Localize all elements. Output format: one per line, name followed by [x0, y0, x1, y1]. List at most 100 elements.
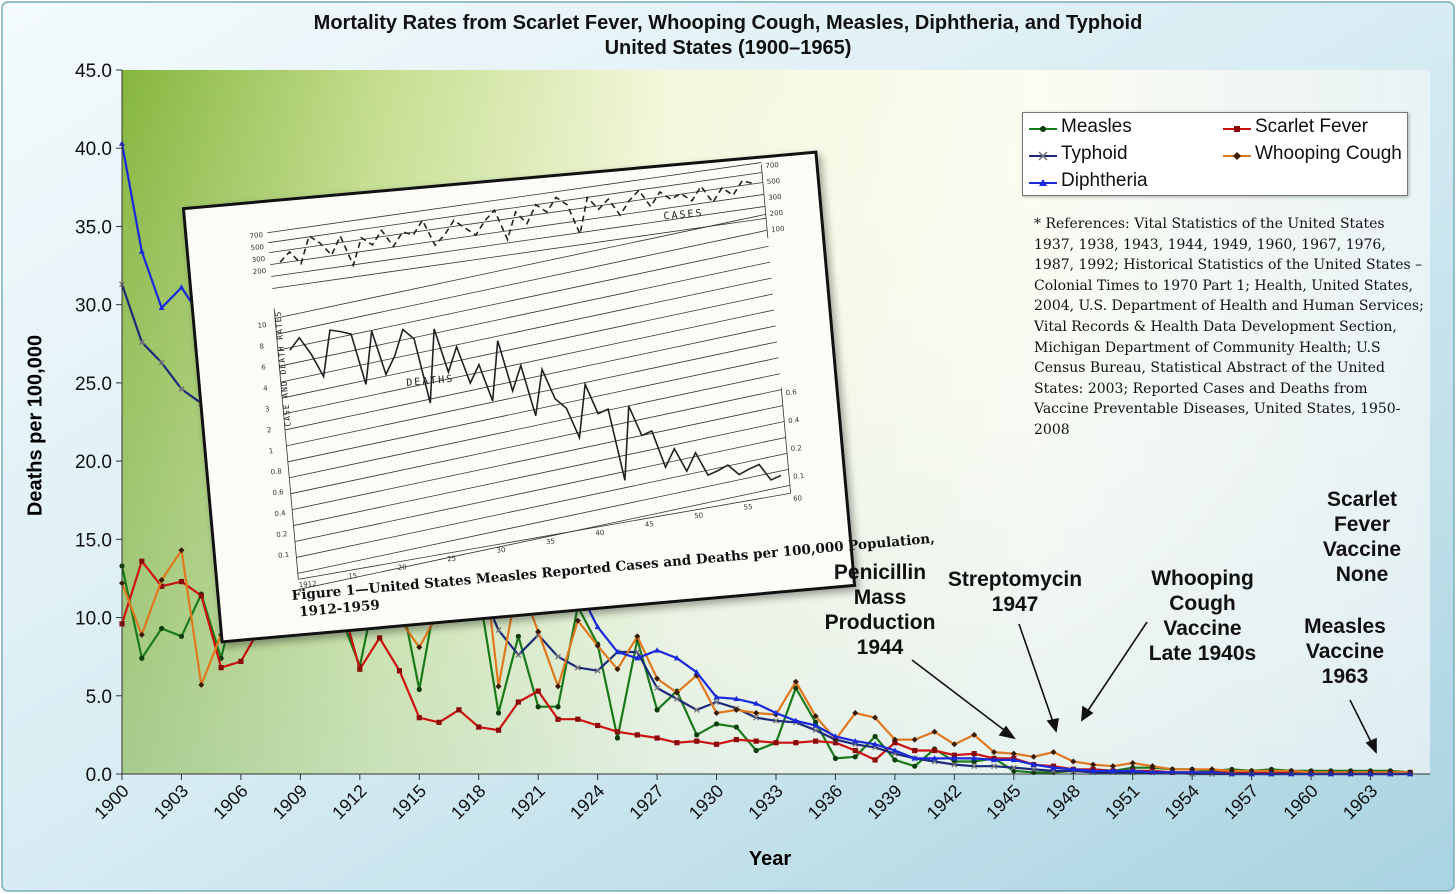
data-point: [1010, 756, 1017, 763]
inset-grid-line: [290, 389, 782, 495]
data-point: [139, 558, 145, 564]
data-point: [634, 732, 640, 738]
data-point: [733, 724, 739, 730]
annotation-whooping-line2: Cough: [1169, 592, 1236, 615]
data-point: [713, 741, 720, 747]
y-tick-label: 40.0: [75, 139, 112, 160]
data-point: [594, 623, 601, 630]
legend-label-diphtheria: Diphtheria: [1061, 170, 1148, 191]
inset-right-tick: 200: [769, 209, 783, 218]
annotation-measles-vaccine: Measles Vaccine 1963: [1285, 614, 1405, 689]
inset-x-tick: 40: [595, 529, 605, 538]
data-point: [773, 717, 779, 724]
inset-grid-line: [276, 229, 768, 335]
inset-grid-line: [294, 437, 786, 542]
data-point: [733, 695, 740, 702]
data-point: [158, 577, 165, 584]
inset-x-tick: 1912: [299, 580, 317, 590]
data-point: [198, 593, 204, 599]
annotation-penicillin: Penicillin Mass Production 1944: [800, 560, 960, 660]
data-point: [733, 706, 740, 713]
data-point: [892, 740, 898, 746]
data-point: [1109, 763, 1116, 770]
data-point: [515, 652, 522, 659]
data-point: [555, 683, 561, 690]
data-point: [793, 740, 799, 746]
arrow-whooping: [1086, 621, 1148, 713]
data-point: [832, 755, 839, 761]
data-point: [693, 706, 700, 713]
data-point: [773, 709, 779, 716]
data-point: [694, 732, 700, 738]
arrow-streptomycin: [1018, 623, 1054, 723]
inset-grid-line: [289, 373, 781, 479]
inset-grid-line: [284, 325, 776, 431]
annotation-whooping-cough-vaccine: Whooping Cough Vaccine Late 1940s: [1130, 566, 1275, 666]
data-point: [1090, 767, 1097, 774]
data-point: [634, 655, 641, 661]
data-point: [832, 740, 839, 746]
inset-right-tick: 0.6: [785, 388, 797, 397]
legend-marker-typhoid: [1029, 151, 1057, 161]
arrow-measles: [1349, 699, 1373, 745]
inset-x-tick: 50: [694, 512, 704, 521]
data-point: [991, 763, 997, 770]
data-point: [594, 667, 601, 674]
inset-left-tick: 200: [252, 267, 266, 276]
data-point: [1129, 767, 1136, 774]
data-point: [159, 583, 165, 589]
inset-grid-line: [293, 421, 785, 526]
inset-grid-line: [297, 468, 789, 574]
data-point: [911, 755, 918, 761]
data-point: [238, 658, 244, 664]
data-point: [515, 633, 521, 639]
data-point: [931, 755, 938, 761]
data-point: [535, 704, 541, 710]
inset-axis-left: [273, 308, 299, 580]
inset-grid-line: [292, 405, 783, 511]
inset-grid-line: [279, 261, 771, 367]
data-point: [614, 666, 621, 673]
data-point: [971, 731, 978, 738]
data-point: [971, 763, 978, 770]
inset-x-tick: 35: [546, 537, 556, 546]
annotation-streptomycin: Streptomycin 1947: [930, 567, 1100, 617]
data-point: [574, 664, 581, 671]
data-point: [634, 633, 641, 640]
legend-label-typhoid: Typhoid: [1061, 143, 1128, 164]
inset-y-label: CASE AND DEATH RATES: [273, 310, 292, 427]
data-point: [872, 714, 879, 721]
inset-grid-line: [296, 453, 788, 558]
annotation-measles-line1: Measles: [1304, 615, 1386, 638]
data-point: [654, 735, 660, 741]
data-point: [753, 700, 760, 706]
data-point: [951, 761, 958, 768]
data-point: [416, 686, 422, 693]
y-tick-label: 10.0: [75, 609, 112, 630]
inset-x-tick: 60: [793, 494, 803, 503]
annotation-scarlet-line1: Scarlet: [1326, 488, 1398, 511]
legend-marker-measles: [1029, 126, 1057, 132]
data-point: [872, 733, 878, 740]
inset-left-tick: 0.4: [274, 509, 286, 518]
data-point: [753, 738, 759, 744]
legend-marker-scarlet-fever: [1223, 126, 1251, 132]
inset-left-tick: 6: [261, 363, 267, 371]
data-point: [1149, 763, 1156, 770]
data-point: [912, 747, 918, 754]
data-point: [694, 738, 700, 744]
data-point: [891, 736, 898, 743]
data-point: [1030, 761, 1037, 767]
data-point: [673, 689, 680, 696]
inset-right-tick: 0.2: [790, 444, 802, 453]
data-point: [495, 683, 502, 690]
data-point: [1209, 769, 1215, 775]
data-point: [654, 684, 661, 691]
data-point: [178, 633, 185, 639]
data-point: [495, 727, 502, 733]
inset-left-tick: 300: [251, 255, 265, 264]
inset-x-tick: 30: [496, 546, 506, 555]
inset-x-tick: 45: [645, 520, 655, 529]
data-point: [971, 751, 977, 757]
data-point: [951, 741, 958, 748]
